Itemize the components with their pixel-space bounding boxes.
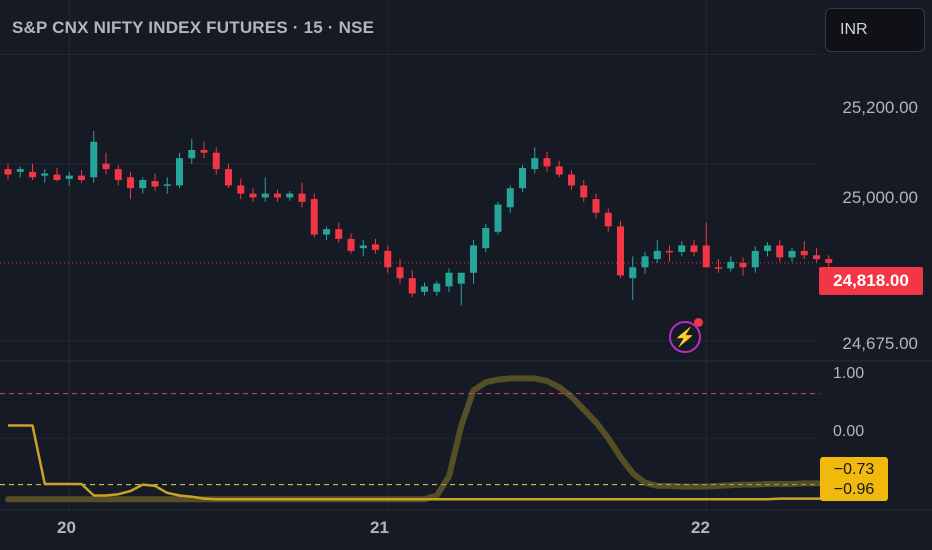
candle-body — [776, 245, 784, 258]
time-axis-label: 22 — [691, 518, 710, 537]
candle-body — [494, 204, 502, 232]
candle-body — [225, 169, 232, 186]
candle-body — [200, 150, 208, 153]
candle-body — [335, 229, 343, 239]
candle-body — [65, 175, 73, 179]
candle-body — [604, 212, 612, 227]
indicator-axis-label: 1.00 — [833, 365, 865, 382]
candle-body — [90, 141, 98, 178]
candle-body — [176, 158, 183, 186]
candle-body — [580, 185, 588, 198]
indicator-series-line — [8, 424, 829, 501]
candle-body — [457, 272, 465, 284]
candle-body — [653, 250, 661, 260]
candle-body — [41, 173, 49, 176]
candle-body — [372, 244, 379, 250]
candle-body — [715, 267, 722, 269]
candle-body — [470, 245, 477, 273]
price-axis-label: 25,200.00 — [842, 98, 918, 117]
currency-button[interactable]: INR — [825, 8, 925, 52]
candle-body — [237, 185, 245, 194]
candle-body — [629, 267, 637, 279]
candle-body — [298, 193, 306, 202]
candle-body — [286, 193, 294, 198]
price-axis-label: 25,000.00 — [842, 188, 918, 207]
candle-body — [16, 169, 24, 172]
candle-body — [433, 283, 441, 292]
candle-body — [800, 250, 808, 256]
candle-body — [310, 199, 318, 235]
candle-body — [139, 180, 147, 189]
candle-body — [543, 158, 551, 167]
candle-body — [788, 250, 796, 258]
candle-body — [151, 181, 159, 187]
indicator-value-secondary: −0.96 — [833, 481, 875, 498]
price-axis-label: 24,675.00 — [842, 334, 918, 353]
candle-body — [261, 193, 269, 198]
candle-body — [641, 256, 649, 268]
indicator-axis-label: 0.00 — [833, 423, 865, 440]
lightning-icon[interactable]: ⚡ — [669, 321, 701, 353]
candle-body — [531, 158, 539, 170]
indicator-value: −0.73 — [833, 461, 875, 478]
candle-body — [506, 188, 514, 208]
candle-body — [751, 250, 759, 268]
chart-title: S&P CNX NIFTY INDEX FUTURES · 15 · NSE — [12, 18, 375, 37]
candle-body — [274, 193, 281, 198]
indicator-value-tag: −0.73 −0.96 — [820, 457, 888, 501]
time-axis-label: 21 — [370, 518, 389, 537]
candle-body — [102, 163, 110, 170]
candle-body — [555, 166, 563, 175]
candle-body — [813, 255, 820, 260]
candle-body — [690, 245, 698, 252]
candle-body — [78, 175, 85, 180]
candle-body — [53, 174, 61, 180]
candle-body — [666, 250, 673, 253]
candle-body — [421, 286, 428, 292]
candle-body — [739, 262, 747, 268]
candle-body — [592, 199, 600, 213]
candle-body — [359, 245, 367, 249]
candle-body — [127, 177, 134, 189]
last-price-tag: 24,818.00 — [819, 267, 923, 295]
time-axis-label: 20 — [57, 518, 76, 537]
candle-body — [678, 245, 686, 252]
candle-body — [188, 150, 196, 159]
candle-body — [702, 245, 710, 268]
candle-body — [384, 250, 392, 268]
candle-body — [114, 169, 122, 180]
candle-body — [212, 152, 220, 170]
candle-body — [482, 228, 490, 249]
candle-body — [29, 171, 36, 178]
candle-body — [408, 278, 416, 294]
indicator-series-smoothed — [5, 375, 832, 503]
notification-dot — [694, 318, 703, 327]
candle-body — [396, 267, 404, 279]
candle-body — [347, 238, 355, 251]
candle-body — [727, 261, 735, 269]
candle-body — [445, 272, 453, 287]
candle-body — [568, 174, 575, 186]
candle-body — [249, 193, 257, 198]
candle-body — [4, 169, 12, 175]
candle-body — [764, 245, 771, 251]
candle-body — [825, 259, 833, 263]
candle-body — [163, 184, 171, 186]
candle-body — [323, 229, 330, 235]
candle-body — [519, 168, 526, 189]
candle-body — [617, 226, 624, 276]
